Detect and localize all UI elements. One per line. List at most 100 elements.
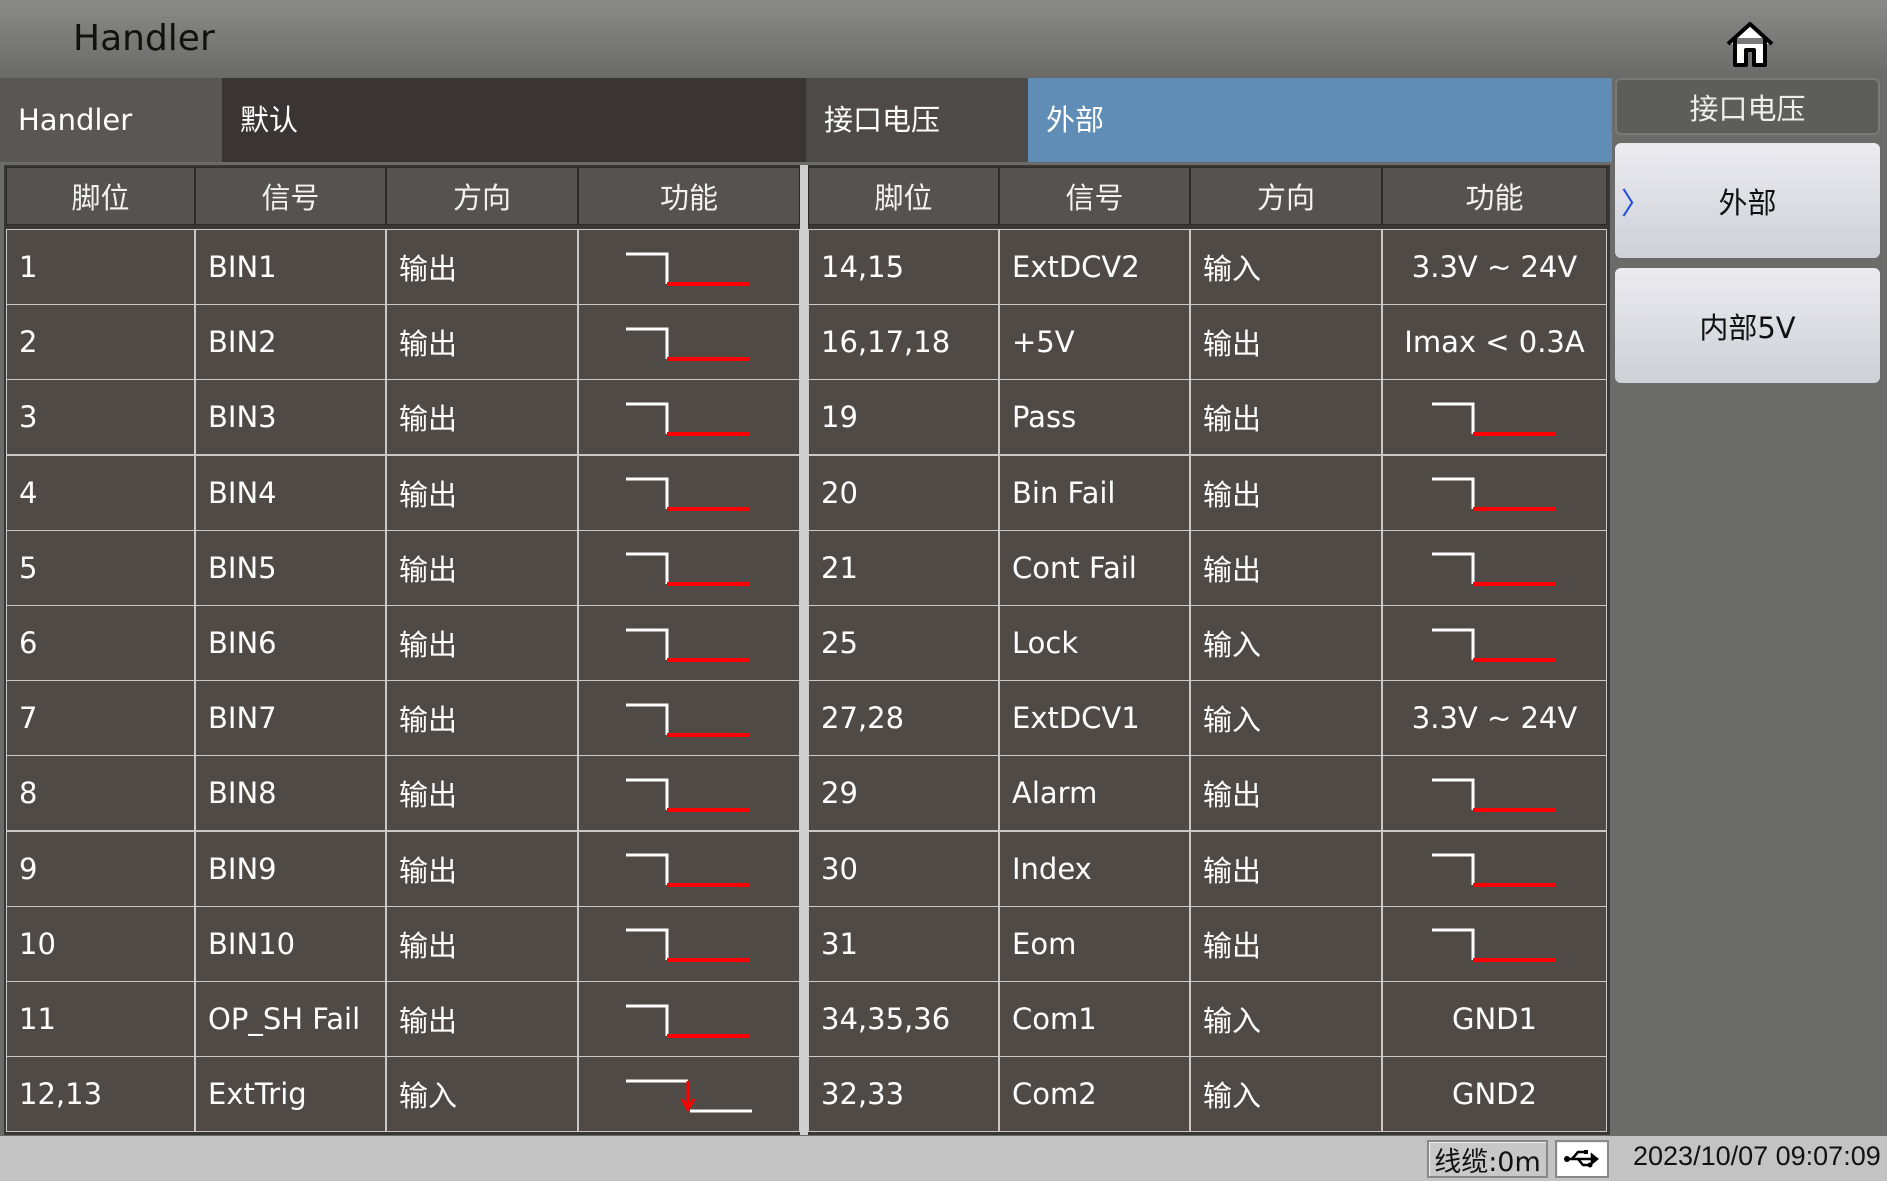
cable-length: 线缆:0m [1427,1140,1548,1178]
table-cell-direction: 输出 [1190,905,1382,982]
table-cell-signal: ExtDCV1 [999,680,1190,757]
table-cell-pin: 14,15 [808,229,999,305]
option-external-button[interactable]: 〉 外部 [1615,143,1880,258]
table-cell-function [578,304,800,381]
column-header-function: 功能 [1382,167,1607,225]
falling-edge-wave-icon [626,252,749,286]
falling-trigger-wave-icon [626,1079,752,1113]
column-header-signal: 信号 [999,167,1190,225]
column-header-pin: 脚位 [808,167,999,225]
table-cell-function: GND1 [1382,981,1607,1057]
table-cell-direction: 输出 [386,981,578,1057]
table-cell-direction: 输出 [1190,304,1382,381]
table-cell-direction: 输入 [386,1056,578,1133]
status-bar: 线缆:0m 2023/10/07 09:07:09 [0,1136,1887,1181]
column-header-function: 功能 [578,167,800,225]
table-cell-direction: 输出 [1190,755,1382,832]
table-cell-function [1382,605,1607,681]
table-cell-signal: Com2 [999,1056,1190,1133]
table-cell-pin: 4 [6,454,195,531]
table-cell-signal: Alarm [999,755,1190,832]
falling-edge-wave-icon [626,402,749,436]
table-cell-signal: BIN1 [195,229,386,305]
column-header-pin: 脚位 [6,167,195,225]
table-cell-pin: 29 [808,755,999,832]
table-cell-direction: 输出 [386,680,578,757]
table-cell-function [578,529,800,606]
voltage-value-field[interactable]: 外部 [1028,78,1612,162]
table-cell-function [1382,454,1607,531]
table-cell-function: 3.3V ~ 24V [1382,680,1607,757]
table-cell-signal: BIN8 [195,755,386,832]
falling-edge-wave-icon [626,928,749,963]
table-cell-pin: 19 [808,379,999,456]
table-cell-function: Imax < 0.3A [1382,304,1607,381]
home-icon[interactable] [1722,18,1778,70]
table-cell-function [578,229,800,305]
table-cell-pin: 25 [808,605,999,681]
column-header-direction: 方向 [1190,167,1382,225]
table-cell-pin: 10 [6,905,195,982]
table-cell-direction: 输出 [1190,454,1382,531]
table-cell-function [1382,830,1607,907]
table-cell-function [578,605,800,681]
table-cell-pin: 7 [6,680,195,757]
table-cell-direction: 输入 [1190,1056,1382,1133]
table-cell-signal: ExtDCV2 [999,229,1190,305]
table-cell-function [1382,379,1607,456]
table-cell-function [578,680,800,757]
table-cell-signal: BIN3 [195,379,386,456]
falling-edge-wave-icon [626,853,749,888]
falling-edge-wave-icon [1431,477,1555,512]
table-cell-signal: BIN10 [195,905,386,982]
table-cell-function [578,755,800,832]
table-cell-direction: 输出 [386,229,578,305]
table-cell-direction: 输出 [1190,830,1382,907]
voltage-label: 接口电压 [806,78,1028,162]
table-cell-direction: 输出 [386,529,578,606]
falling-edge-wave-icon [1431,552,1555,587]
table-cell-pin: 16,17,18 [808,304,999,381]
option-label: 内部5V [1699,310,1796,345]
table-cell-direction: 输出 [386,905,578,982]
falling-edge-wave-icon [1431,402,1555,436]
table-cell-function [1382,755,1607,832]
table-cell-function [578,454,800,531]
table-cell-pin: 11 [6,981,195,1057]
table-cell-function [578,379,800,456]
table-cell-signal: Cont Fail [999,529,1190,606]
table-cell-signal: Eom [999,905,1190,982]
falling-edge-wave-icon [626,1004,749,1038]
table-cell-pin: 32,33 [808,1056,999,1133]
falling-edge-wave-icon [626,552,749,587]
table-cell-signal: BIN2 [195,304,386,381]
table-cell-function: GND2 [1382,1056,1607,1133]
falling-edge-wave-icon [1431,928,1555,963]
falling-edge-wave-icon [1431,853,1555,888]
table-cell-direction: 输入 [1190,605,1382,681]
table-cell-signal: BIN4 [195,454,386,531]
table-cell-pin: 1 [6,229,195,305]
table-cell-signal: ExtTrig [195,1056,386,1133]
falling-edge-wave-icon [626,628,749,662]
datetime: 2023/10/07 09:07:09 [1633,1141,1881,1171]
table-cell-function: 3.3V ~ 24V [1382,229,1607,305]
falling-edge-wave-icon [626,778,749,812]
table-cell-pin: 30 [808,830,999,907]
table-cell-signal: Lock [999,605,1190,681]
table-cell-pin: 12,13 [6,1056,195,1133]
page-title: Handler [73,18,215,59]
table-cell-signal: Com1 [999,981,1190,1057]
table-cell-pin: 5 [6,529,195,606]
table-cell-pin: 20 [808,454,999,531]
option-internal-5v-button[interactable]: 内部5V [1615,268,1880,383]
falling-edge-wave-icon [626,327,749,361]
selected-chevron-icon: 〉 [1621,186,1651,222]
table-cell-function [578,1056,800,1133]
table-cell-pin: 31 [808,905,999,982]
table-cell-signal: +5V [999,304,1190,381]
table-cell-pin: 2 [6,304,195,381]
table-cell-direction: 输出 [1190,379,1382,456]
profile-value: 默认 [222,78,806,162]
column-header-direction: 方向 [386,167,578,225]
